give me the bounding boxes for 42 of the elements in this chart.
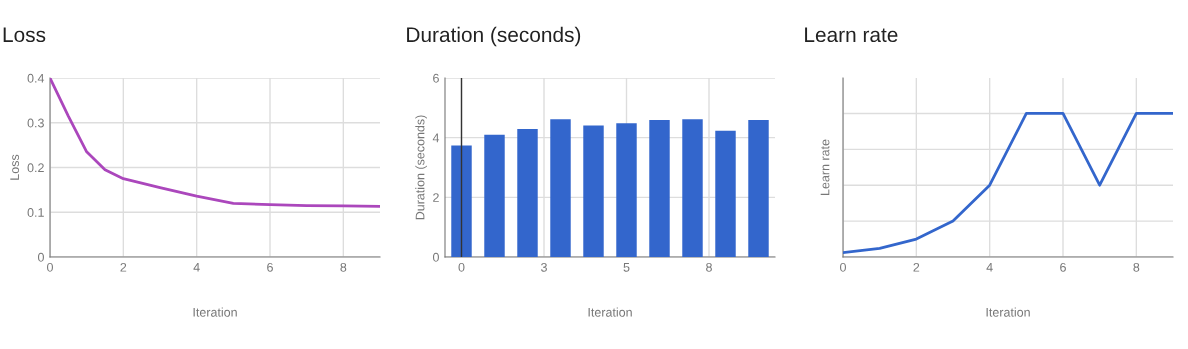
x-axis-title: Iteration [193, 307, 237, 317]
y-tick-label: 0.1 [27, 208, 44, 217]
y-tick-label: 0 [432, 252, 439, 262]
x-tick-label: 6 [267, 262, 273, 272]
x-tick-label: 8 [1133, 262, 1140, 272]
x-tick-label: 6 [1060, 262, 1066, 272]
y-tick-label: 4 [432, 133, 440, 143]
bar [484, 134, 505, 257]
bar [550, 119, 571, 257]
x-tick-label: 4 [986, 263, 993, 272]
chart-title: Loss [3, 27, 46, 43]
y-tick-label: 2 [433, 193, 439, 202]
x-tick-label: 0 [458, 262, 465, 272]
bar [715, 130, 736, 257]
y-tick-label: 0.3 [27, 118, 44, 128]
bar [451, 145, 472, 257]
y-axis-title: Loss [10, 154, 20, 180]
x-tick-label: 2 [120, 262, 127, 272]
y-axis-title: Learn rate [820, 139, 830, 195]
x-tick-label: 5 [623, 263, 630, 272]
x-tick-label: 3 [541, 262, 547, 272]
x-tick-label: 4 [193, 263, 200, 272]
y-axis-title: Duration (seconds) [415, 115, 427, 220]
x-axis-title: Iteration [986, 307, 1030, 317]
bar [616, 123, 637, 257]
bar [583, 125, 604, 257]
bar [682, 119, 703, 257]
y-tick-label: 0 [37, 252, 44, 262]
x-axis-title: Iteration [588, 307, 632, 317]
chart-title: Duration (seconds) [407, 26, 581, 47]
y-tick-label: 0.2 [27, 163, 44, 173]
y-tick-label: 0.4 [27, 73, 45, 83]
x-tick-label: 0 [47, 262, 53, 272]
x-tick-label: 8 [340, 262, 347, 272]
bar [649, 120, 670, 257]
chart-title: Learn rate [805, 27, 898, 43]
bar [517, 129, 538, 257]
x-tick-label: 0 [840, 262, 846, 272]
bar [748, 120, 769, 257]
x-tick-label: 8 [706, 262, 712, 272]
x-tick-label: 2 [913, 262, 920, 272]
y-tick-label: 6 [433, 73, 439, 83]
